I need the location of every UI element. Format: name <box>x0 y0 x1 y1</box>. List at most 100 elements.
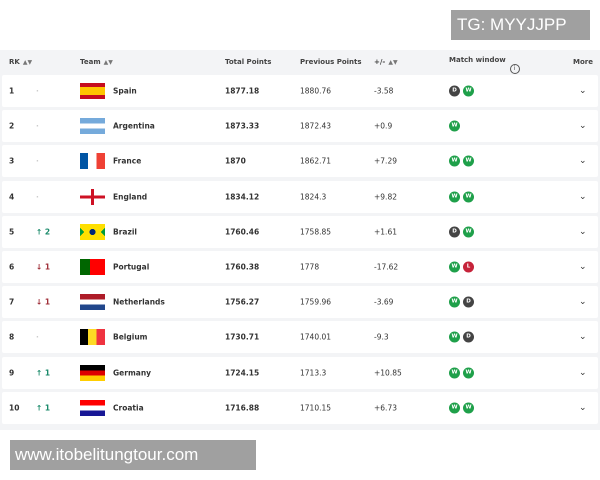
flag-france <box>80 153 105 170</box>
points-diff: -17.62 <box>374 262 399 272</box>
result-badge: W <box>449 367 460 379</box>
header-team-label: Team <box>80 58 101 66</box>
result-badge: W <box>449 191 460 203</box>
team-name[interactable]: Brazil <box>113 227 137 237</box>
rank: 4 <box>9 192 15 202</box>
points-diff: +10.85 <box>374 368 402 378</box>
flag-netherlands <box>80 294 105 311</box>
rank-movement: · <box>36 157 39 166</box>
points-diff: -9.3 <box>374 332 389 342</box>
chevron-down-icon[interactable]: ⌄ <box>579 367 587 378</box>
total-points: 1724.15 <box>225 368 260 378</box>
team-name[interactable]: Croatia <box>113 403 144 413</box>
rank: 6 <box>9 262 15 272</box>
team-name[interactable]: Germany <box>113 368 152 378</box>
points-diff: -3.69 <box>374 297 394 307</box>
arrow-up-icon: ↑ <box>36 227 43 237</box>
rank-movement: · <box>36 87 39 96</box>
rank-movement: ↑ 1 <box>36 403 50 412</box>
rank-movement: ↓ 1 <box>36 298 50 307</box>
team-name[interactable]: Belgium <box>113 332 148 342</box>
result-badge: W <box>449 261 460 273</box>
info-icon[interactable]: i <box>509 64 520 74</box>
result-badge: W <box>463 402 474 414</box>
result-badge: W <box>463 367 474 379</box>
result-badge: D <box>449 85 460 97</box>
rank-movement: · <box>36 333 39 342</box>
rank: 10 <box>9 403 20 413</box>
chevron-down-icon[interactable]: ⌄ <box>579 297 587 308</box>
chevron-down-icon[interactable]: ⌄ <box>579 191 587 202</box>
points-diff: +7.29 <box>374 156 397 166</box>
sort-icon: ▲▼ <box>103 59 113 66</box>
chevron-down-icon[interactable]: ⌄ <box>579 121 587 132</box>
team-name[interactable]: England <box>113 192 148 202</box>
previous-points: 1758.85 <box>300 227 332 237</box>
team-name[interactable]: Netherlands <box>113 297 165 307</box>
result-badge: W <box>449 331 460 343</box>
watermark-top: TG: MYYJJPP <box>451 10 590 40</box>
team-name[interactable]: Argentina <box>113 121 155 131</box>
header-team[interactable]: Team ▲▼ <box>80 58 113 66</box>
header-rk[interactable]: RK ▲▼ <box>9 58 32 66</box>
points-diff: +1.61 <box>374 227 397 237</box>
table-row[interactable]: 7 ↓ 1 Netherlands 1756.27 1759.96 -3.69 … <box>2 286 598 319</box>
total-points: 1834.12 <box>225 192 260 202</box>
rank: 9 <box>9 368 15 378</box>
arrow-down-icon: ↓ <box>36 297 43 307</box>
header-diff[interactable]: +/- ▲▼ <box>374 58 398 66</box>
no-change-icon: · <box>36 156 39 166</box>
rank: 7 <box>9 297 15 307</box>
total-points: 1730.71 <box>225 332 260 342</box>
chevron-down-icon[interactable]: ⌄ <box>579 402 587 413</box>
points-diff: +6.73 <box>374 403 397 413</box>
movement-value: 1 <box>44 403 51 413</box>
points-diff: +9.82 <box>374 192 397 202</box>
chevron-down-icon[interactable]: ⌄ <box>579 226 587 237</box>
result-badge: W <box>463 191 474 203</box>
header-diff-label: +/- <box>374 58 386 66</box>
table-row[interactable]: 2 · Argentina 1873.33 1872.43 +0.9 W ⌄ <box>2 110 598 143</box>
total-points: 1760.46 <box>225 227 260 237</box>
rank-movement: ↑ 2 <box>36 227 50 236</box>
watermark-bottom: www.itobelitungtour.com <box>10 440 256 470</box>
chevron-down-icon[interactable]: ⌄ <box>579 332 587 343</box>
rank: 8 <box>9 332 15 342</box>
header-previous: Previous Points <box>300 58 362 66</box>
total-points: 1716.88 <box>225 403 260 413</box>
result-badge: D <box>449 226 460 238</box>
flag-spain <box>80 83 105 99</box>
chevron-down-icon[interactable]: ⌄ <box>579 156 587 167</box>
header-match-label: Match window <box>449 56 506 64</box>
rank-movement: ↑ 1 <box>36 368 50 377</box>
result-badge: W <box>449 296 460 308</box>
chevron-down-icon[interactable]: ⌄ <box>579 86 587 96</box>
points-diff: -3.58 <box>374 86 394 96</box>
rankings-table: RK ▲▼ Team ▲▼ Total Points Previous Points… <box>0 50 600 430</box>
result-badge: W <box>449 402 460 414</box>
team-name[interactable]: France <box>113 156 142 166</box>
total-points: 1870 <box>225 156 246 166</box>
result-badge: W <box>463 226 474 238</box>
chevron-down-icon[interactable]: ⌄ <box>579 262 587 272</box>
team-name[interactable]: Spain <box>113 86 137 96</box>
team-name[interactable]: Portugal <box>113 262 150 272</box>
result-badge: D <box>463 296 474 308</box>
rank-movement: · <box>36 192 39 201</box>
flag-england <box>80 188 105 205</box>
flag-croatia <box>80 399 105 416</box>
header-total: Total Points <box>225 58 272 66</box>
flag-brazil <box>80 223 105 240</box>
previous-points: 1862.71 <box>300 156 332 166</box>
